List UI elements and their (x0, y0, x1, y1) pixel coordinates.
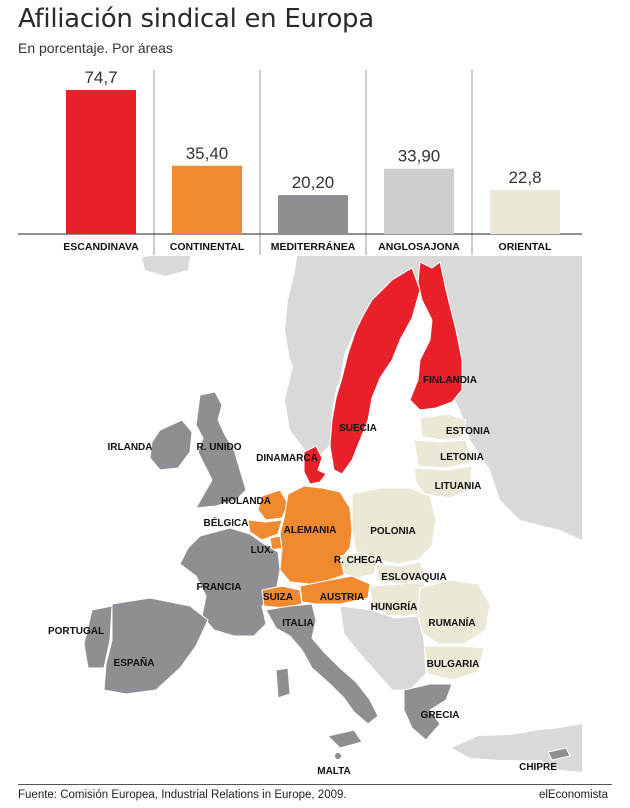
country-label-r-checa: R. CHECA (334, 555, 382, 566)
country-denmark (303, 445, 327, 485)
country-bulgaria (423, 645, 485, 681)
country-czechia (339, 551, 379, 579)
land-background (285, 236, 582, 772)
country-label-espana: ESPAÑA (114, 656, 155, 669)
land-norway (285, 250, 420, 455)
europe-map (83, 236, 582, 772)
bar-value-mediterranea: 20,20 (292, 173, 335, 192)
country-label-eslovaquia: ESLOVAQUIA (381, 572, 446, 583)
country-label-irlanda: IRLANDA (108, 442, 153, 453)
country-estonia (419, 413, 467, 441)
country-label-dinamarca: DINAMARCA (256, 453, 318, 464)
country-label-lituania: LITUANIA (435, 481, 482, 492)
country-spain (103, 597, 209, 695)
country-lithuania (413, 465, 473, 499)
bar-label-oriental: ORIENTAL (499, 241, 552, 253)
bars-group: 74,7 ESCANDINAVA 35,40 CONTINENTAL 20,20 MEDI… (63, 68, 560, 253)
country-label-finlandia: FINLANDIA (423, 375, 477, 386)
country-netherlands (257, 489, 289, 521)
bar-label-continental: CONTINENTAL (170, 241, 245, 253)
bar-value-escandinava: 74,7 (84, 68, 117, 87)
country-romania (417, 579, 491, 645)
country-sweden (329, 267, 421, 475)
country-poland (351, 487, 437, 565)
country-malta (335, 753, 341, 759)
country-italy (265, 603, 379, 725)
footer-source: Fuente: Comisión Europea, Industrial Rel… (18, 789, 347, 801)
country-label-alemania: ALEMANIA (284, 525, 337, 536)
bar-oriental (490, 190, 560, 234)
country-austria (299, 575, 371, 605)
country-finland (409, 261, 463, 411)
country-italy-sardinia (275, 667, 291, 699)
bar-continental (172, 165, 242, 234)
country-label-portugal: PORTUGAL (48, 626, 104, 637)
country-label-rumania: RUMANÍA (428, 616, 475, 629)
land-iceland (142, 250, 190, 276)
bar-anglosajona (384, 168, 454, 234)
country-slovakia (375, 561, 427, 585)
country-label-bulgaria: BULGARIA (427, 659, 480, 670)
country-label-suecia: SUECIA (339, 423, 377, 434)
country-label-austria: AUSTRIA (320, 592, 364, 603)
country-label-hungria: HUNGRÍA (371, 600, 418, 613)
bar-label-escandinava: ESCANDINAVA (63, 241, 139, 253)
country-label-malta: MALTA (317, 766, 351, 777)
country-switzerland (261, 585, 303, 609)
country-france (179, 527, 281, 637)
land-balkans (339, 605, 427, 691)
country-label-suiza: SUIZA (263, 592, 293, 603)
bar-value-anglosajona: 33,90 (398, 147, 441, 166)
country-belgium (247, 519, 283, 541)
country-italy-sicily (327, 729, 363, 749)
country-label-francia: FRANCIA (197, 582, 242, 593)
country-labels: IRLANDA R. UNIDO DINAMARCA SUECIA FINLANDIA E… (48, 375, 557, 777)
country-label-estonia: ESTONIA (446, 426, 490, 437)
page-title: Afiliación sindical en Europa (18, 4, 374, 34)
country-label-grecia: GRECIA (421, 710, 460, 721)
country-label-belgica: BÉLGICA (204, 516, 249, 529)
country-label-letonia: LETONIA (440, 452, 484, 463)
bar-value-continental: 35,40 (186, 144, 229, 163)
page-subtitle: En porcentaje. Por áreas (18, 40, 173, 56)
country-label-polonia: POLONIA (370, 526, 416, 537)
country-greece (403, 683, 453, 741)
country-label-holanda: HOLANDA (221, 496, 271, 507)
country-label-chipre: CHIPRE (519, 762, 557, 773)
country-latvia (413, 439, 473, 469)
bar-mediterranea (278, 195, 348, 234)
country-label-r-unido: R. UNIDO (197, 442, 242, 453)
column-dividers (153, 70, 473, 255)
country-cyprus (547, 747, 571, 761)
country-label-lux: LUX. (251, 545, 274, 556)
bar-value-oriental: 22,8 (508, 168, 541, 187)
footer-brand: elEconomista (538, 789, 608, 801)
country-label-italia: ITALIA (282, 618, 313, 629)
footer-rule (18, 784, 612, 785)
country-ireland (149, 419, 193, 471)
bar-label-mediterranea: MEDITERRÁNEA (271, 240, 356, 253)
country-uk (195, 391, 247, 509)
bar-label-anglosajona: ANGLOSAJONA (378, 241, 460, 253)
bar-escandinava (66, 90, 136, 234)
